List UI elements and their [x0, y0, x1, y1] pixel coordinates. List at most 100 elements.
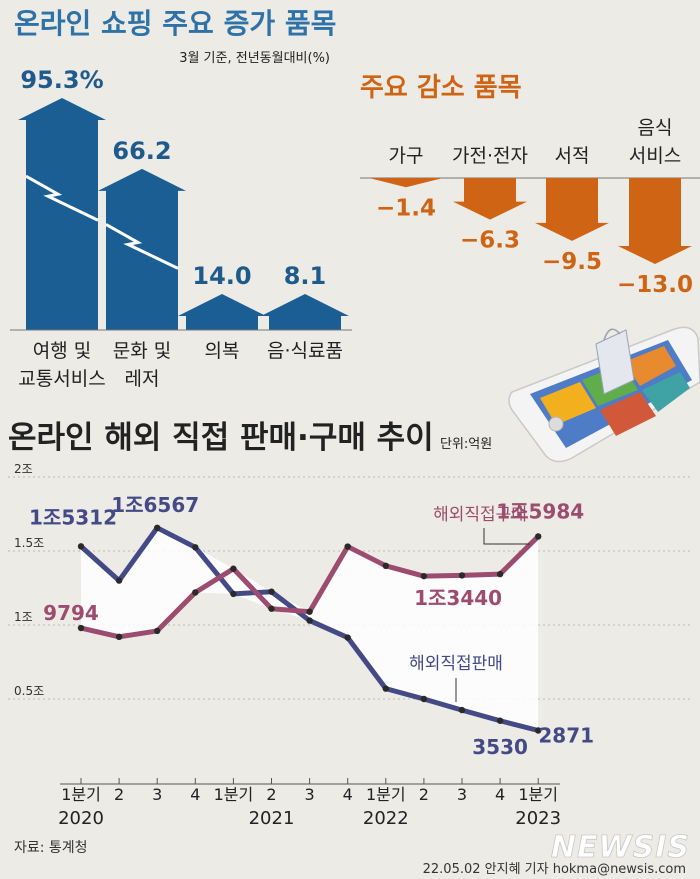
data-point: [306, 608, 313, 615]
data-point: [382, 685, 389, 692]
increase-category-label: 의복: [205, 340, 240, 362]
x-tick-label: 2: [114, 785, 124, 804]
year-label: 2023: [515, 808, 561, 829]
x-tick-label: 1분기: [214, 785, 254, 804]
decrease-bar: [618, 178, 692, 264]
data-point: [535, 727, 542, 734]
data-point: [458, 572, 466, 579]
x-tick-label: 1분기: [366, 785, 406, 804]
increase-category-label: 문화 및: [113, 340, 171, 362]
increase-category-label: 레저: [125, 368, 160, 390]
y-tick-label: 1조: [14, 610, 33, 624]
decrease-bar: [369, 178, 443, 188]
data-point: [344, 543, 351, 550]
increase-value-label: 8.1: [284, 262, 327, 290]
data-point: [77, 624, 85, 632]
data-value-label: 1조6567: [111, 493, 199, 517]
line-chart: 온라인 해외 직접 판매·구매 추이 단위:억원 2조 1.5조 1조 0.5조 1조…: [8, 420, 692, 829]
data-point: [115, 577, 123, 584]
data-point: [154, 627, 161, 635]
data-value-label: 1조5312: [29, 505, 117, 529]
x-tick-label: 4: [495, 785, 505, 804]
data-point: [192, 544, 199, 551]
y-tick-label: 2조: [14, 462, 33, 476]
decrease-category-label: 가구: [389, 145, 424, 167]
data-point: [496, 717, 504, 724]
phone-tile-orange: [624, 346, 676, 386]
increase-bar: [98, 168, 186, 330]
line-chart-unit: 단위:억원: [440, 437, 492, 452]
decrease-value-label: −9.5: [542, 249, 602, 275]
decrease-value-label: −1.4: [376, 195, 436, 221]
x-tick-label: 4: [343, 785, 353, 804]
line-chart-title: 온라인 해외 직접 판매·구매 추이: [8, 420, 434, 456]
year-label: 2022: [363, 808, 409, 829]
decrease-chart-title: 주요 감소 품목: [360, 73, 522, 103]
data-value-label: 1조5984: [496, 499, 584, 523]
increase-value-label: 14.0: [192, 262, 251, 290]
decrease-bar: [453, 178, 527, 220]
purchase-series-name: 해외직접구매: [433, 505, 527, 525]
zigzag-break-icon: [25, 174, 99, 222]
year-label: 2020: [58, 808, 104, 829]
data-point: [230, 565, 237, 572]
increase-bar: [18, 98, 106, 330]
decrease-category-label: 음식: [638, 117, 673, 139]
decrease-category-label: 서비스: [629, 145, 681, 167]
decrease-category-label: 가전·전자: [452, 145, 528, 167]
increase-value-label: 95.3%: [20, 66, 103, 94]
increase-bar: [261, 294, 349, 330]
data-point: [306, 617, 313, 624]
data-point: [535, 533, 542, 540]
data-point: [420, 572, 428, 580]
data-value-label: 1조3440: [414, 586, 502, 610]
increase-category-label: 교통서비스: [18, 368, 105, 390]
data-point: [268, 588, 275, 595]
increase-bar: [178, 294, 266, 330]
x-tick-label: 2: [419, 785, 429, 804]
phone-tile-yellow: [540, 382, 596, 425]
source-note: 자료: 통계청: [14, 840, 88, 856]
phone-tile-red: [600, 392, 656, 436]
x-tick-label: 3: [305, 785, 315, 804]
data-point: [458, 706, 466, 714]
x-tick-label: 2: [266, 785, 276, 804]
data-point: [230, 590, 237, 598]
increase-chart: 온라인 쇼핑 주요 증가 품목 3월 기준, 전년동월대비(%) 95.3% 여행…: [10, 7, 352, 390]
credit-line: 22.05.02 안지혜 기자 hokma@newsis.com: [423, 862, 686, 877]
data-point: [115, 633, 123, 641]
y-tick-label: 0.5조: [14, 684, 44, 698]
increase-category-label: 음·식료품: [267, 340, 343, 362]
purchase-callout-leader: [483, 528, 530, 545]
phone-home-button-icon: [548, 416, 564, 432]
data-value-label: 9794: [43, 601, 99, 625]
x-tick-label: 1분기: [61, 785, 101, 804]
data-point: [192, 589, 199, 596]
phone-tile-teal: [642, 372, 690, 412]
x-tick-label: 4: [190, 785, 200, 804]
data-point: [77, 543, 85, 550]
shopping-bag-icon: [595, 329, 635, 395]
x-tick-label: 3: [457, 785, 467, 804]
data-value-label: 2871: [538, 724, 594, 748]
zigzag-break-icon: [105, 223, 179, 270]
data-point: [420, 695, 428, 703]
increase-value-label: 66.2: [112, 137, 171, 165]
smartphone-illustration: [508, 326, 700, 463]
data-point: [268, 605, 275, 612]
increase-chart-note: 3월 기준, 전년동월대비(%): [179, 51, 330, 66]
x-tick-label: 1분기: [518, 785, 558, 804]
gap-band: [81, 527, 539, 731]
year-label: 2021: [249, 808, 295, 829]
decrease-bar: [535, 178, 609, 241]
data-point: [154, 524, 161, 532]
decrease-value-label: −6.3: [460, 228, 520, 254]
data-point: [344, 634, 351, 641]
increase-category-label: 여행 및: [33, 340, 91, 362]
y-tick-label: 1.5조: [14, 536, 44, 550]
decrease-value-label: −13.0: [617, 272, 693, 298]
data-point: [496, 570, 504, 578]
data-point: [382, 562, 389, 569]
